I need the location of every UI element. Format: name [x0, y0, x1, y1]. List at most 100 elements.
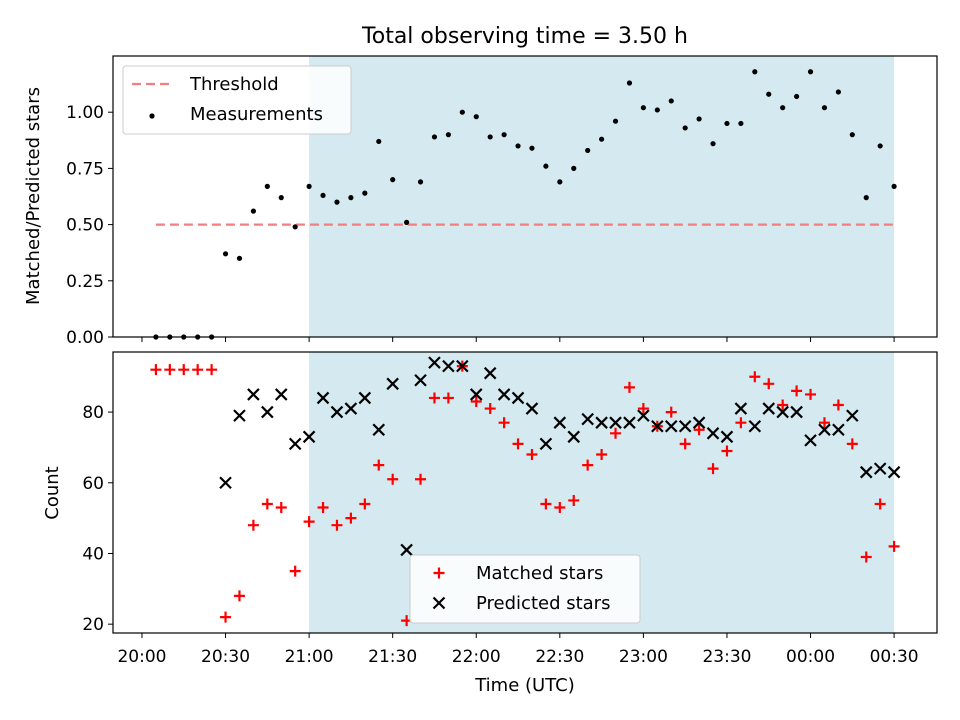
measurement-point: [404, 219, 410, 225]
measurement-point: [292, 224, 298, 230]
predicted-star-point: [288, 437, 302, 451]
y-tick-label: 0.75: [66, 159, 104, 179]
predicted-star-point: [873, 462, 887, 475]
plot-frame: [112, 351, 938, 634]
predicted-star-point: [442, 359, 455, 373]
x-tick-label: 21:00: [285, 647, 334, 667]
measurement-point: [849, 132, 855, 138]
measurement-point: [459, 109, 465, 115]
matched-star-point: [345, 512, 357, 524]
predicted-star-point: [818, 423, 831, 437]
measurement-point: [543, 163, 549, 169]
y-tick-label: 0.25: [66, 272, 104, 292]
predicted-star-point: [539, 437, 553, 451]
matched-star-point: [610, 427, 622, 439]
matched-star-point: [721, 445, 733, 457]
measurement-point: [250, 208, 256, 214]
y-tick-label: 20: [82, 615, 104, 635]
predicted-star-point: [804, 434, 817, 447]
y-tick-label: 40: [82, 544, 104, 564]
count-y-axis-label: Count: [42, 466, 63, 519]
ratio-axes: 0.00 0.25 0.50 0.75 1.00: [66, 55, 938, 348]
measurement-point: [612, 118, 619, 124]
measurement-point: [682, 125, 688, 131]
legend-predicted-swatch: [432, 596, 446, 610]
measurement-point: [696, 116, 702, 122]
predicted-star-point: [483, 366, 497, 380]
matched-star-point: [415, 473, 427, 485]
legend-measurements-swatch: [149, 113, 155, 119]
x-tick-label: 22:30: [535, 647, 584, 667]
matched-star-point: [763, 378, 775, 390]
y-tick-label: 0.00: [66, 328, 104, 348]
matched-star-point: [818, 417, 830, 429]
predicted-star-point: [372, 423, 386, 437]
predicted-star-point: [567, 430, 581, 444]
predicted-star-point: [428, 356, 441, 369]
matched-star-point: [777, 399, 789, 411]
predicted-star-point: [330, 405, 344, 419]
legend-matched-label: Matched stars: [476, 563, 603, 584]
matched-star-point: [888, 540, 900, 552]
matched-star-point: [206, 364, 218, 376]
predicted-star-point: [469, 388, 483, 401]
measurement-point: [807, 69, 814, 75]
predicted-star-point: [609, 416, 622, 429]
matched-star-point: [275, 502, 287, 514]
matched-star-point: [707, 463, 719, 475]
predicted-star-point: [233, 409, 246, 422]
predicted-star-point: [497, 388, 511, 401]
matched-star-point: [512, 438, 524, 450]
legend-box: [409, 554, 641, 624]
measurement-point: [654, 107, 660, 113]
measurement-point: [236, 255, 243, 261]
predicted-star-point: [344, 402, 358, 415]
legend-box: [122, 65, 352, 135]
measurement-point: [417, 179, 424, 185]
matched-star-point: [526, 449, 538, 461]
matched-star-point: [178, 364, 190, 376]
matched-star-point: [289, 565, 301, 577]
x-tick-label: 20:00: [117, 647, 166, 667]
measurement-point: [348, 195, 354, 201]
x-tick-label: 23:00: [619, 647, 668, 667]
measurement-point: [320, 192, 326, 198]
matched-star-point: [637, 403, 649, 415]
measurement-point: [752, 69, 758, 75]
matched-star-point: [749, 371, 761, 383]
predicted-star-point: [748, 419, 762, 433]
matched-star-point: [220, 611, 232, 623]
predicted-star-point: [790, 405, 803, 419]
legend-matched-swatch: [433, 567, 445, 579]
predicted-star-point: [274, 388, 288, 401]
matched-star-point: [791, 385, 803, 397]
matched-star-point: [247, 519, 259, 531]
matched-star-point: [735, 417, 747, 429]
matched-star-point: [484, 403, 496, 415]
matched-star-point: [233, 590, 245, 602]
legend-threshold-label: Threshold: [189, 74, 279, 95]
y-tick-label: 80: [82, 403, 104, 423]
measurement-point: [877, 143, 883, 149]
predicted-star-point: [706, 427, 720, 440]
observing-window: [309, 56, 895, 337]
predicted-star-point: [776, 405, 789, 419]
matched-star-point: [860, 551, 872, 563]
measurement-point: [376, 138, 382, 145]
measurement-point: [264, 183, 270, 189]
y-tick-label: 1.00: [66, 103, 104, 123]
matched-star-point: [582, 459, 594, 471]
matched-star-point: [805, 388, 817, 400]
x-tick-label: 21:30: [368, 647, 417, 667]
predicted-star-point: [219, 476, 232, 490]
ratio-panel: 0.00 0.25 0.50 0.75 1.00 Matched/Predicted s…: [23, 55, 938, 348]
measurement-point: [738, 120, 744, 127]
measurement-point: [487, 134, 493, 140]
measurement-point: [891, 183, 897, 189]
measurement-point: [529, 145, 535, 151]
measurement-point: [571, 165, 577, 171]
chart-title: Total observing time = 3.50 h: [361, 24, 688, 49]
ratio-marks: [153, 69, 897, 340]
count-marks: [150, 356, 901, 627]
